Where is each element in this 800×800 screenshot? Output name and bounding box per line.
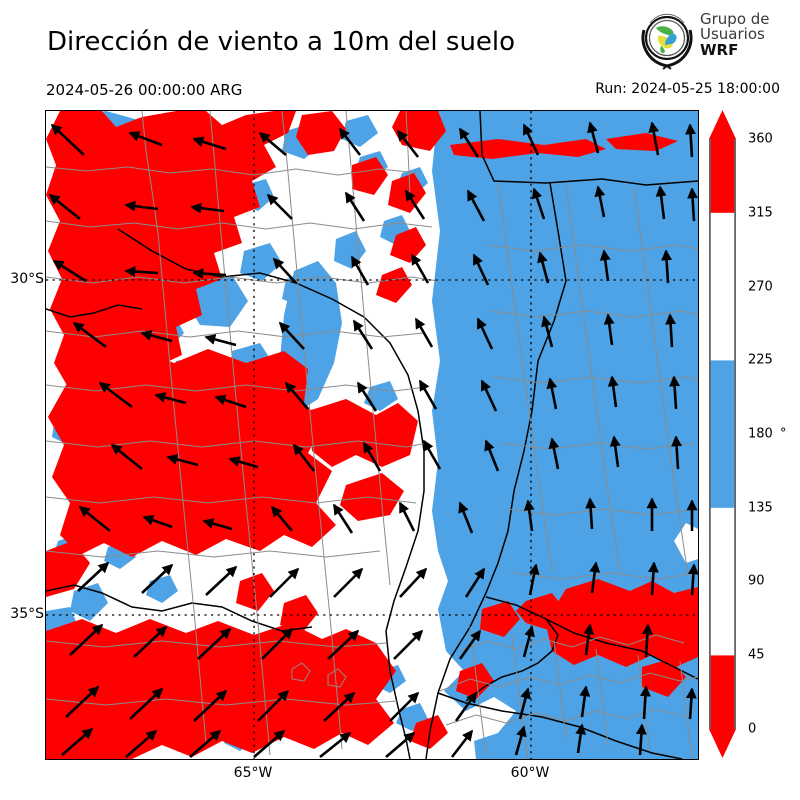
wind-direction-colorbar[interactable] bbox=[709, 110, 736, 758]
colorbar-band-225-315 bbox=[709, 212, 736, 361]
valid-time-label: 2024-05-26 00:00:00 ARG bbox=[46, 81, 243, 99]
wind-direction-map bbox=[46, 111, 698, 759]
province-boundaries bbox=[46, 111, 698, 759]
colorbar-tick-label-315: 315 bbox=[748, 205, 773, 221]
colorbar-unit-label: ° bbox=[780, 426, 787, 442]
y-tick-label-35s: 35°S bbox=[10, 606, 44, 622]
wind-direction-arrows bbox=[48, 121, 698, 759]
logo-line-3: WRF bbox=[700, 41, 739, 59]
colorbar-band-135-225 bbox=[709, 360, 736, 508]
logo-line-2: Usuarios bbox=[700, 25, 765, 43]
colorbar-band-315-360 bbox=[709, 139, 736, 213]
colorbar-tick-label-135: 135 bbox=[748, 500, 773, 516]
logo-line-1: Grupo de bbox=[700, 10, 770, 28]
colorbar-tick-label-180: 180 bbox=[748, 426, 773, 442]
map-gridlines bbox=[46, 111, 698, 759]
colorbar-tick-label-270: 270 bbox=[748, 279, 773, 295]
colorbar-extend-low-arrow bbox=[709, 729, 736, 758]
colorbar-tick-label-0: 0 bbox=[748, 721, 757, 737]
colorbar-tick-label-225: 225 bbox=[748, 352, 773, 368]
x-tick-label-60w: 60°W bbox=[510, 765, 550, 781]
run-time-label: Run: 2024-05-25 18:00:00 bbox=[595, 81, 780, 97]
map-plot-area[interactable] bbox=[45, 110, 699, 760]
colorbar-tick-label-90: 90 bbox=[748, 573, 765, 589]
colorbar-extend-high-arrow bbox=[709, 110, 736, 139]
y-tick-label-30s: 30°S bbox=[10, 271, 44, 287]
colorbar-tick-label-45: 45 bbox=[748, 647, 765, 663]
wrf-user-group-logo: Grupo de Usuarios WRF bbox=[638, 12, 798, 74]
shading-red bbox=[46, 111, 698, 759]
colorbar-band-45-135 bbox=[709, 507, 736, 656]
colorbar-tick-label-360: 360 bbox=[748, 131, 773, 147]
x-tick-label-65w: 65°W bbox=[233, 765, 273, 781]
page-title: Dirección de viento a 10m del suelo bbox=[47, 27, 516, 57]
wrf-globe-emblem-icon bbox=[641, 14, 693, 70]
colorbar-band-0-45 bbox=[709, 655, 736, 729]
